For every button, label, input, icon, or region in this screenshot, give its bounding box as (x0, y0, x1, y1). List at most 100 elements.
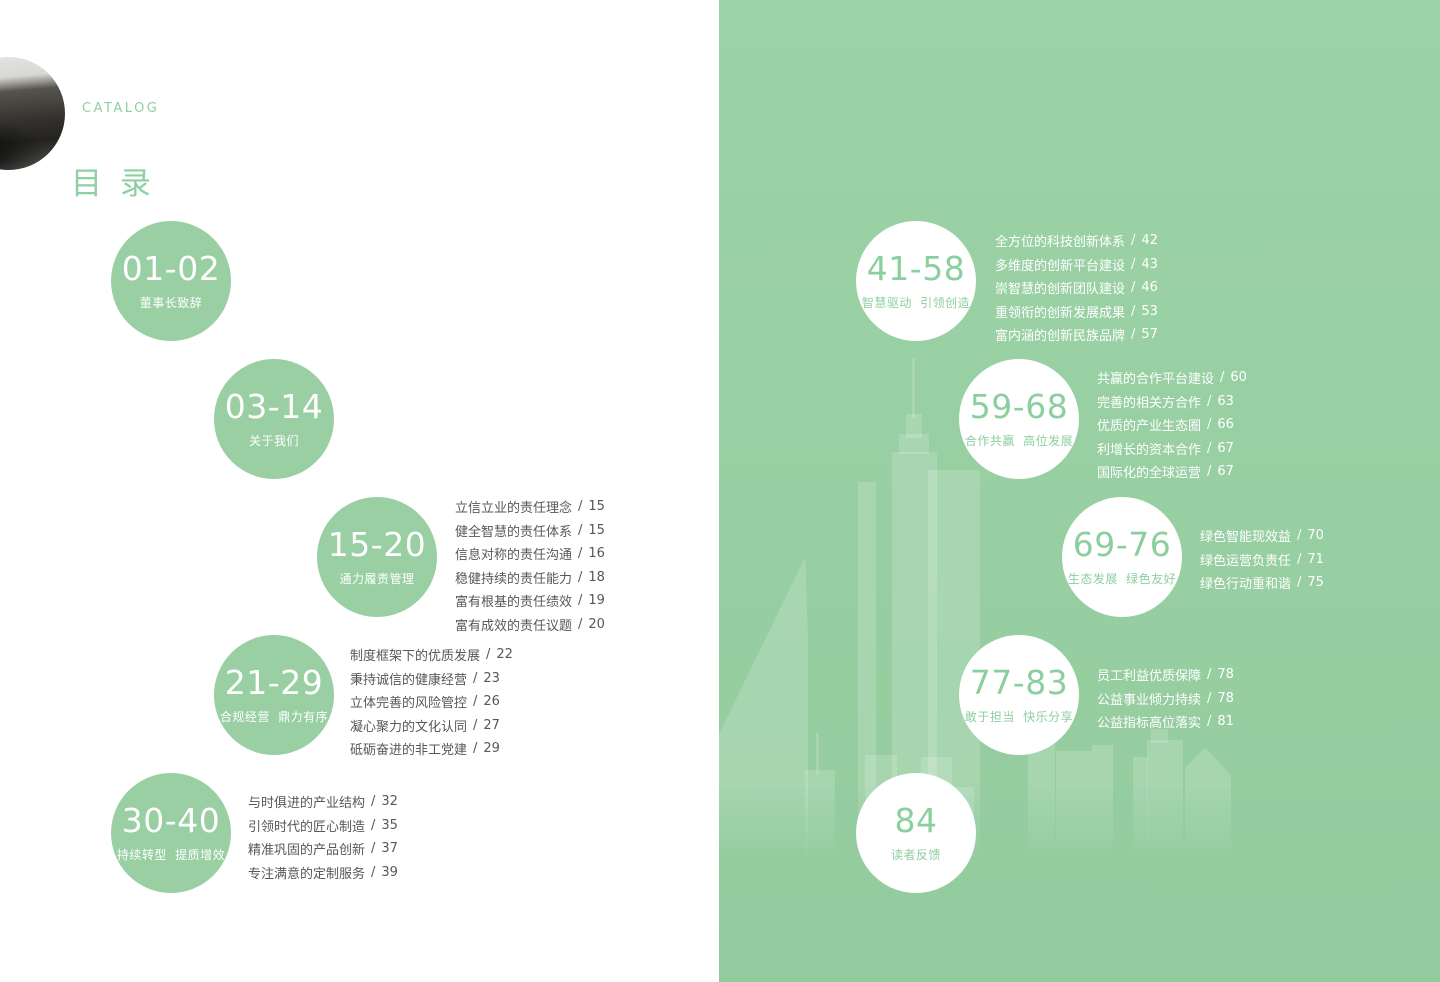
toc-entry-title: 共赢的合作平台建设 (1097, 372, 1215, 388)
chapter-caption: 智慧驱动 引领创造 (861, 295, 971, 310)
toc-entry-separator: / (473, 717, 478, 733)
chapter-range: 30-40 (121, 800, 221, 840)
chapter-range: 15-20 (327, 524, 427, 564)
green-panel (719, 0, 1440, 982)
toc-entry: 完善的相关方合作 / 63 (1097, 390, 1247, 414)
toc-entry-page: 78 (1217, 690, 1234, 706)
chapter-caption: 关于我们 (248, 433, 299, 448)
toc-entry-separator: / (486, 647, 491, 663)
toc-entry: 利增长的资本合作 / 67 (1097, 437, 1247, 461)
toc-entry: 优质的产业生态圈 / 66 (1097, 413, 1247, 437)
toc-entry-page: 15 (588, 522, 605, 538)
chapter-range: 01-02 (121, 248, 221, 288)
toc-entry-page: 15 (588, 499, 605, 515)
toc-entry-page: 27 (483, 717, 500, 733)
toc-entry-separator: / (1297, 575, 1302, 591)
chapter-range: 21-29 (224, 662, 324, 702)
chapter-circle-03-14: 03-14 关于我们 (214, 359, 334, 479)
toc-entry-title: 公益事业倾力持续 (1097, 692, 1202, 708)
toc-entry-title: 砥砺奋进的非工党建 (350, 743, 468, 759)
toc-entry-page: 70 (1307, 528, 1324, 544)
toc-entry: 富有根基的责任绩效 / 19 (455, 589, 605, 613)
toc-entry-separator: / (1207, 440, 1212, 456)
toc-entry-page: 18 (588, 569, 605, 585)
building-skyscraper-spire (906, 414, 922, 438)
toc-entry-separator: / (1207, 690, 1212, 706)
toc-entry-page: 66 (1217, 417, 1234, 433)
toc-entry-separator: / (473, 694, 478, 710)
toc-list-69-76: 绿色智能现效益 / 70 绿色运营负责任 / 71 绿色行动重和谐 / 75 (1200, 524, 1324, 595)
toc-entry-title: 绿色行动重和谐 (1200, 577, 1292, 593)
toc-entry: 信息对称的责任沟通 / 16 (455, 542, 605, 566)
toc-entry-separator: / (1297, 551, 1302, 567)
toc-entry-separator: / (1207, 393, 1212, 409)
toc-entry-title: 国际化的全球运营 (1097, 466, 1202, 482)
toc-entry-title: 制度框架下的优质发展 (350, 649, 481, 665)
toc-entry-separator: / (1131, 327, 1136, 343)
toc-entry: 绿色智能现效益 / 70 (1200, 524, 1324, 548)
chapter-circle-01-02: 01-02 董事长致辞 (111, 221, 231, 341)
toc-entry-page: 23 (483, 670, 500, 686)
chapter-caption: 读者反馈 (890, 847, 941, 862)
toc-entry-title: 精准巩固的产品创新 (248, 843, 366, 859)
toc-entry-title: 秉持诚信的健康经营 (350, 672, 468, 688)
chapter-circle-77-83: 77-83 敢于担当 快乐分享 (959, 635, 1079, 755)
toc-entry-separator: / (578, 499, 583, 515)
toc-entry-title: 利增长的资本合作 (1097, 442, 1202, 458)
toc-entry: 富内涵的创新民族品牌 / 57 (995, 323, 1158, 347)
toc-entry-title: 稳健持续的责任能力 (455, 571, 573, 587)
chapter-range: 59-68 (969, 386, 1069, 426)
toc-list-77-83: 员工利益优质保障 / 78 公益事业倾力持续 / 78 公益指标高位落实 / 8… (1097, 663, 1234, 734)
toc-entry: 多维度的创新平台建设 / 43 (995, 253, 1158, 277)
toc-entry-separator: / (371, 841, 376, 857)
toc-entry-title: 优质的产业生态圈 (1097, 419, 1202, 435)
toc-list-21-29: 制度框架下的优质发展 / 22 秉持诚信的健康经营 / 23 立体完善的风险管控… (350, 643, 513, 761)
catalog-label: CATALOG (82, 101, 160, 116)
toc-entry-page: 29 (483, 741, 500, 757)
toc-entry-separator: / (578, 616, 583, 632)
toc-entry-page: 75 (1307, 575, 1324, 591)
chapter-range: 77-83 (969, 662, 1069, 702)
toc-entry-page: 53 (1141, 303, 1158, 319)
chapter-circle-21-29: 21-29 合规经营 鼎力有序 (214, 635, 334, 755)
toc-entry-page: 26 (483, 694, 500, 710)
toc-entry-separator: / (473, 741, 478, 757)
toc-entry-page: 57 (1141, 327, 1158, 343)
building-skyscraper-crown (899, 434, 929, 454)
toc-entry-separator: / (1207, 714, 1212, 730)
building-thin-tower (858, 482, 876, 857)
toc-entry-separator: / (1207, 667, 1212, 683)
toc-entry-title: 多维度的创新平台建设 (995, 258, 1126, 274)
toc-entry: 国际化的全球运营 / 67 (1097, 460, 1247, 484)
chapter-circle-41-58: 41-58 智慧驱动 引领创造 (856, 221, 976, 341)
toc-entry-page: 42 (1141, 233, 1158, 249)
toc-entry-separator: / (371, 817, 376, 833)
toc-entry: 绿色运营负责任 / 71 (1200, 548, 1324, 572)
chapter-range: 03-14 (224, 386, 324, 426)
toc-entry-separator: / (1131, 303, 1136, 319)
chapter-caption: 合规经营 鼎力有序 (219, 709, 329, 724)
toc-entry: 专注满意的定制服务 / 39 (248, 861, 398, 885)
building-right-3 (1092, 745, 1113, 857)
toc-entry-title: 引领时代的匠心制造 (248, 819, 366, 835)
toc-entry-page: 20 (588, 616, 605, 632)
toc-entry-page: 63 (1217, 393, 1234, 409)
toc-entry-title: 专注满意的定制服务 (248, 866, 366, 882)
toc-entry: 全方位的科技创新体系 / 42 (995, 229, 1158, 253)
chapter-caption: 敢于担当 快乐分享 (964, 709, 1074, 724)
toc-entry-separator: / (1131, 256, 1136, 272)
toc-entry-page: 81 (1217, 714, 1234, 730)
toc-entry-title: 信息对称的责任沟通 (455, 548, 573, 564)
toc-entry-separator: / (578, 522, 583, 538)
building-far-1 (1133, 757, 1148, 857)
toc-entry-title: 全方位的科技创新体系 (995, 235, 1126, 251)
toc-entry: 秉持诚信的健康经营 / 23 (350, 667, 513, 691)
cover-photo (0, 57, 65, 170)
chapter-range: 69-76 (1072, 524, 1172, 564)
chapter-circle-59-68: 59-68 合作共赢 高位发展 (959, 359, 1079, 479)
toc-entry-page: 60 (1230, 370, 1247, 386)
toc-list-30-40: 与时俱进的产业结构 / 32 引领时代的匠心制造 / 35 精准巩固的产品创新 … (248, 790, 398, 884)
toc-entry-separator: / (1207, 417, 1212, 433)
building-needle-base (805, 770, 835, 857)
